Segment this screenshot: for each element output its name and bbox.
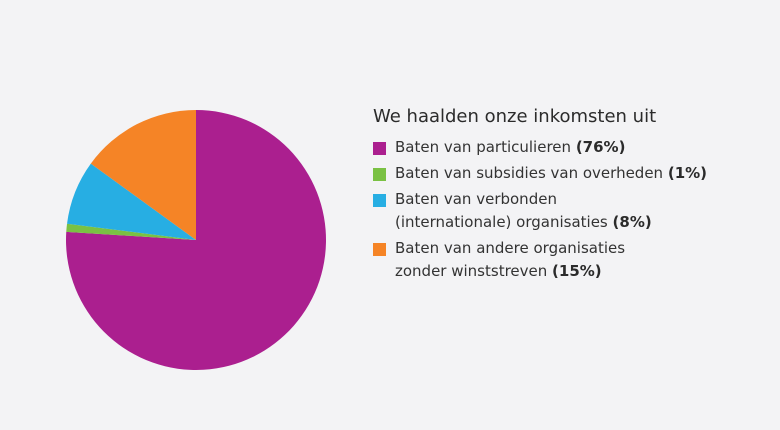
legend-swatch-verbonden [373,194,386,207]
legend-label-line2: (internationale) organisaties (8%) [395,213,652,231]
legend-label-line1: Baten van verbonden [395,190,557,208]
pie-slice-subsidies [66,223,196,240]
legend-percent: (1%) [667,164,708,182]
legend-swatch-andere-organisaties [373,243,386,256]
legend-item-particulieren: Baten van particulieren (76%) [373,136,773,159]
legend-item-andere-organisaties: Baten van andere organisaties zonder win… [373,237,773,283]
legend-swatch-subsidies [373,168,386,181]
legend-swatch-particulieren [373,142,386,155]
legend-label-line2: zonder winststreven (15%) [395,262,602,280]
legend-title: We haalden onze inkomsten uit [373,106,657,127]
pie-slice-verbonden [67,163,196,240]
legend-item-verbonden: Baten van verbonden (internationale) org… [373,188,773,234]
legend-label: Baten van particulieren (76%) [395,138,626,156]
legend-item-subsidies: Baten van subsidies van overheden (1%) [373,162,773,185]
pie-slice-particulieren [66,110,327,371]
legend-percent: (8%) [612,213,652,231]
legend-percent: (15%) [552,262,602,280]
pie-slices [66,110,327,371]
pie-slice-andere-organisaties [90,110,196,240]
legend-label-line1: Baten van andere organisaties [395,239,626,257]
legend-label: Baten van subsidies van overheden (1%) [395,164,708,182]
legend-percent: (76%) [575,138,626,156]
legend: We haalden onze inkomsten uit Baten van … [373,104,773,286]
